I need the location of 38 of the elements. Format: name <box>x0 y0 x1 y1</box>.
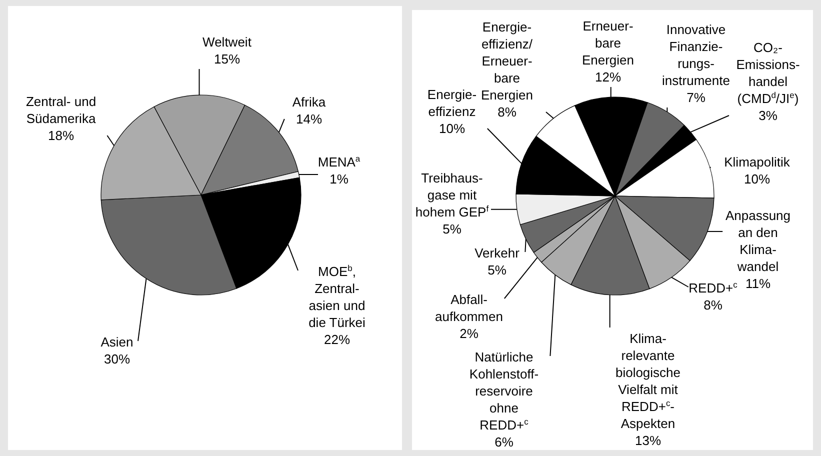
slice-label: Treibhaus- gase mit hohem GEP$^{f}$ <box>415 170 490 220</box>
data-label: 10% <box>744 172 770 187</box>
slice-label: Weltweit <box>202 34 252 50</box>
data-label: 3% <box>758 108 778 124</box>
data-label: 5% <box>488 262 507 278</box>
slice-label: Anpassung an den Klima- wandel <box>725 208 791 274</box>
slice-label: MOE$^{b}$, Zentral- asien und die Türkei <box>308 263 366 330</box>
data-label: 14% <box>296 112 322 127</box>
data-label: 15% <box>214 52 240 67</box>
slice-label: Abfall- aufkommen <box>435 292 503 324</box>
slice-label: REDD+$^{c}$ <box>688 280 738 296</box>
slice-label: Innovative Finanzie- rungs- instrumente <box>662 22 730 88</box>
data-label: 18% <box>48 128 74 144</box>
slice-label: Verkehr <box>474 246 520 261</box>
data-label: 13% <box>634 433 662 448</box>
data-label: 10% <box>438 121 466 136</box>
data-label: 1% <box>330 172 349 187</box>
data-label: 22% <box>324 332 350 348</box>
slice-label: Afrika <box>292 94 326 110</box>
data-label: 30% <box>104 352 130 367</box>
data-label: 7% <box>686 90 706 106</box>
data-label: 6% <box>494 434 514 450</box>
slice-label: Zentral- und Südamerika <box>26 94 96 126</box>
slice-label: Klimapolitik <box>724 154 790 170</box>
data-label: 12% <box>594 70 622 85</box>
data-label: 2% <box>460 326 479 342</box>
slice-label: Erneuer- bare Energien <box>582 18 634 68</box>
data-label: 8% <box>498 104 517 120</box>
slice-label: Asien <box>100 334 134 350</box>
data-label: 5% <box>442 222 462 237</box>
slice-label: Natürliche Kohlenstoff- reservoire ohne REDD+$^{c}$ <box>469 350 539 433</box>
slice-label: Energie- effizienz <box>427 87 477 120</box>
slice-label: MENA$^{a}$ <box>318 154 360 170</box>
slice-label: Energie- effizienz/ Erneuer- bare Energien <box>480 20 534 103</box>
data-label: 8% <box>704 298 723 313</box>
slice-label: CO₂- Emissions- handel (CMD$^{d}$/JI$^{e}$) <box>736 40 800 106</box>
data-label: 11% <box>745 276 771 292</box>
slice-label: Klima- relevante biologische Vielfalt mit REDD+$^{c}$- Aspekten <box>615 331 681 432</box>
